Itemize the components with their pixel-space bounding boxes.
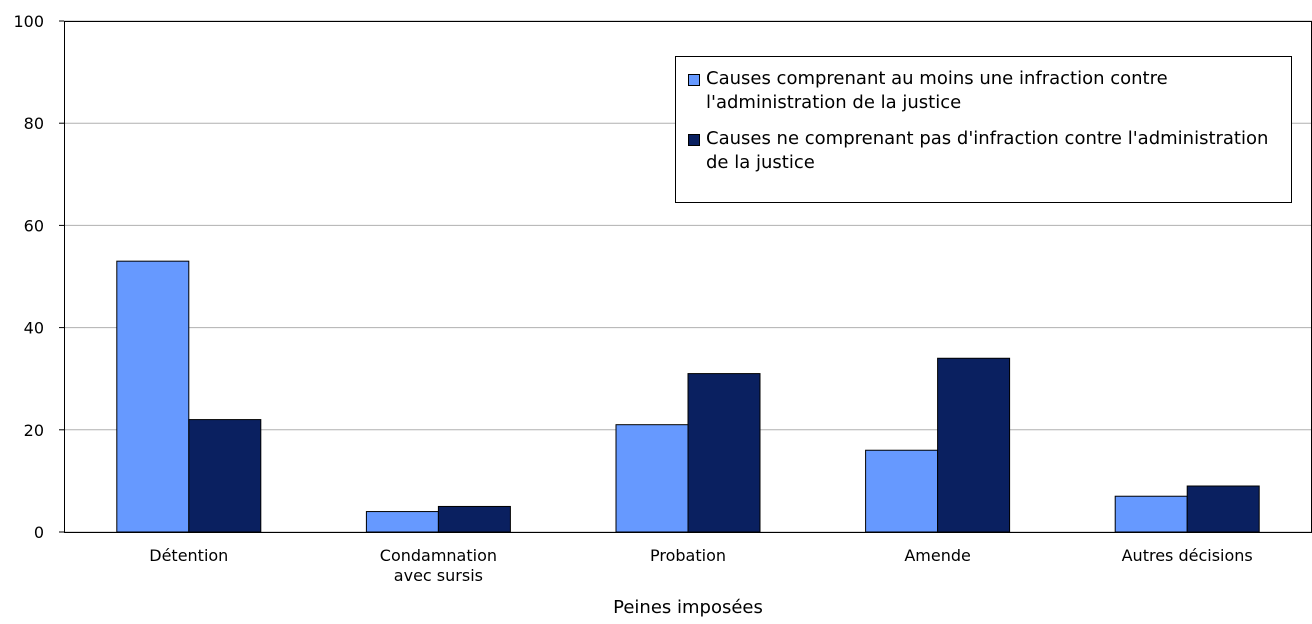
x-tick-label: Probation [650,546,726,565]
bar [437,505,511,533]
bar [687,373,761,533]
y-tick-label: 80 [24,114,44,133]
legend-item: Causes ne comprenant pas d'infraction co… [688,127,1279,175]
legend-label: Causes ne comprenant pas d'infraction co… [706,128,1269,173]
x-tick-label: Détention [149,546,229,565]
legend-swatch [688,134,700,146]
y-tick-label: 20 [24,421,44,440]
y-tick-label: 100 [13,12,44,31]
bar [1114,495,1188,533]
bar [365,511,439,533]
y-tick-label: 60 [24,216,44,235]
bar [615,424,689,533]
legend-swatch [688,74,700,86]
bar [1186,485,1260,533]
x-tick-label: Condamnation avec sursis [379,546,498,585]
y-tick-label: 0 [34,523,44,542]
y-tick-label: 40 [24,319,44,338]
x-tick-label: Autres décisions [1121,546,1253,565]
bar [865,449,939,533]
bar [116,260,190,533]
x-axis-title: Peines imposées [613,597,763,618]
bar [188,419,262,533]
bar [937,357,1011,533]
x-tick-label: Amende [904,546,971,565]
legend-item: Causes comprenant au moins une infractio… [688,67,1279,115]
legend-label: Causes comprenant au moins une infractio… [706,68,1168,113]
legend: Causes comprenant au moins une infractio… [675,56,1292,203]
